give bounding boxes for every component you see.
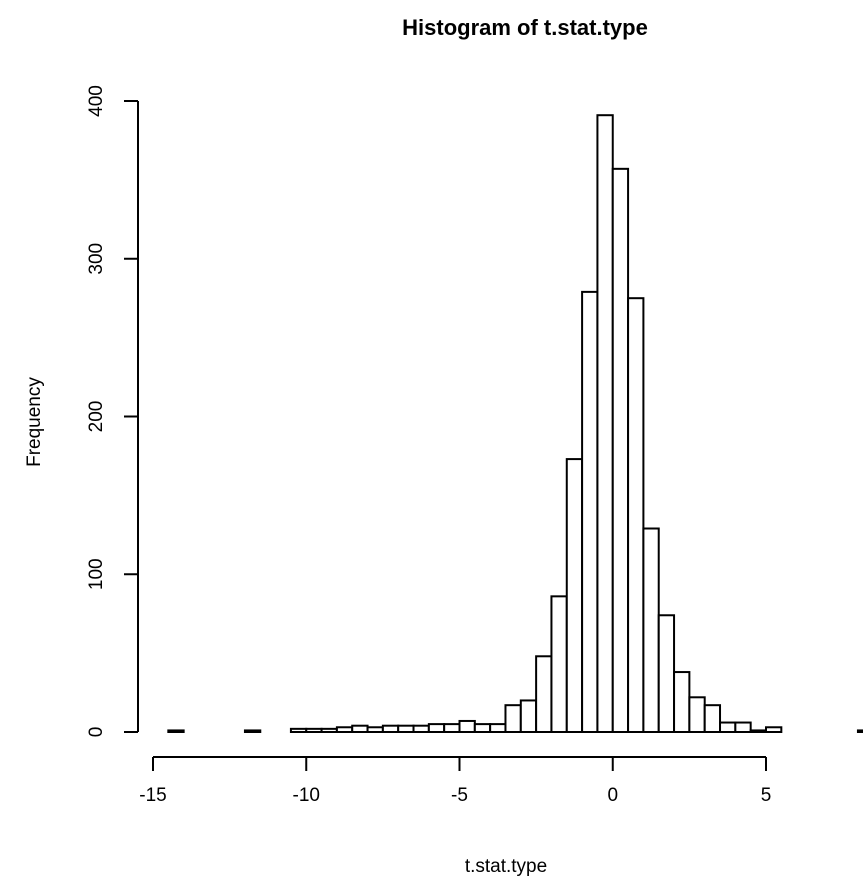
histogram-bar xyxy=(657,614,676,734)
x-tick-label: 0 xyxy=(607,785,618,806)
histogram-bar xyxy=(504,704,522,733)
histogram-bar xyxy=(519,699,538,734)
histogram-bar xyxy=(473,723,492,733)
histogram-bar xyxy=(397,724,415,734)
histogram-bar xyxy=(489,723,507,733)
x-axis: -15 -10 -5 0 5 xyxy=(139,756,772,806)
histogram-bar xyxy=(412,724,430,734)
histogram-bar xyxy=(596,114,614,733)
y-axis: 0 100 200 300 400 xyxy=(86,85,139,738)
histogram-bar xyxy=(550,595,568,734)
histogram-bar xyxy=(581,290,599,733)
y-tick-label: 100 xyxy=(86,558,107,590)
histogram-bar xyxy=(688,696,706,733)
histogram-bar xyxy=(703,704,722,733)
histogram-bar xyxy=(749,729,767,733)
x-tick-label: -5 xyxy=(451,785,468,806)
y-tick-label: 300 xyxy=(86,243,107,275)
histogram-bar xyxy=(642,527,660,733)
chart-title: Histogram of t.stat.type xyxy=(402,15,648,40)
x-tick-label: 5 xyxy=(761,785,772,806)
histogram-bar xyxy=(427,723,446,733)
y-tick-label: 0 xyxy=(86,727,107,738)
histogram-bar xyxy=(627,297,645,733)
y-tick-label: 200 xyxy=(86,401,107,433)
histogram-bar xyxy=(856,729,863,733)
histogram-bar xyxy=(289,727,308,733)
histogram-bar xyxy=(305,727,323,733)
histogram-bar xyxy=(458,719,476,734)
histogram-bar xyxy=(719,721,737,733)
y-tick-label: 400 xyxy=(86,85,107,117)
histogram-bar xyxy=(351,724,369,734)
histogram-bar xyxy=(565,458,584,733)
histogram-bar xyxy=(535,655,553,734)
histogram-bar xyxy=(167,729,185,733)
x-tick-label: -15 xyxy=(139,785,166,806)
histogram-bar xyxy=(366,726,384,734)
histogram-bar xyxy=(673,671,691,733)
histogram-bar xyxy=(443,723,461,733)
bars-group xyxy=(167,114,863,734)
histogram-bar xyxy=(320,727,338,733)
histogram-bar xyxy=(734,721,752,733)
histogram-bar xyxy=(335,726,354,734)
y-axis-label: Frequency xyxy=(24,377,45,467)
x-axis-label: t.stat.type xyxy=(465,856,547,877)
histogram-bar xyxy=(381,724,400,734)
histogram-bar xyxy=(765,726,783,734)
histogram-bar xyxy=(611,167,630,733)
x-tick-label: -10 xyxy=(293,785,320,806)
histogram-bar xyxy=(243,729,262,733)
